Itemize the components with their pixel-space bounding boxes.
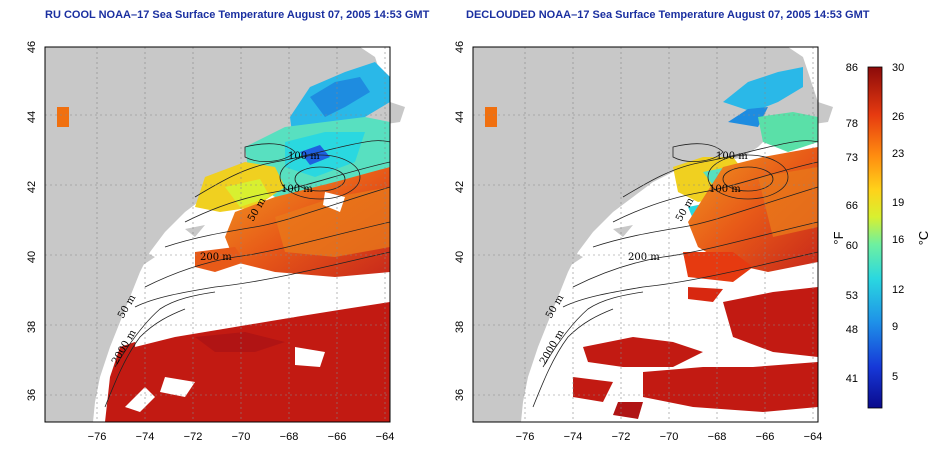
contour-label: 200 m (200, 252, 232, 263)
celsius-tick: 26 (892, 111, 904, 123)
left-sst-field (45, 47, 405, 422)
y-tick: 42 (26, 181, 38, 193)
x-tick: −76 (88, 431, 107, 443)
celsius-tick: 9 (892, 321, 898, 333)
celsius-tick: 5 (892, 371, 898, 383)
x-tick: −74 (564, 431, 583, 443)
y-tick: 44 (454, 111, 466, 123)
x-tick: −66 (756, 431, 775, 443)
x-tick: −70 (660, 431, 679, 443)
y-tick: 44 (26, 111, 38, 123)
panel-title-right: DECLOUDED NOAA–17 Sea Surface Temperatur… (466, 9, 870, 21)
colorbar: 86 78 73 66 60 53 48 41 30 26 23 19 16 1… (831, 62, 931, 409)
x-tick: −64 (376, 431, 395, 443)
contour-label: 200 m (628, 252, 660, 263)
contour-label: 100 m (288, 151, 320, 162)
x-tick: −70 (232, 431, 251, 443)
celsius-tick: 19 (892, 197, 904, 209)
y-tick: 42 (454, 181, 466, 193)
fahrenheit-tick: 73 (846, 152, 858, 164)
celsius-tick: 23 (892, 148, 904, 160)
celsius-tick: 16 (892, 234, 904, 246)
x-tick: −64 (804, 431, 823, 443)
x-tick: −68 (708, 431, 727, 443)
y-tick: 36 (454, 389, 466, 401)
fahrenheit-tick: 86 (846, 62, 858, 74)
y-tick: 46 (454, 41, 466, 53)
fahrenheit-tick: 53 (846, 290, 858, 302)
contour-label: 100 m (281, 184, 313, 195)
y-tick: 40 (454, 251, 466, 263)
fahrenheit-tick: 48 (846, 324, 858, 336)
y-tick: 38 (454, 321, 466, 333)
colorbar-gradient (867, 66, 883, 409)
fahrenheit-tick: 78 (846, 118, 858, 130)
fahrenheit-tick: 60 (846, 240, 858, 252)
contour-label: 100 m (716, 151, 748, 162)
panel-title-left: RU COOL NOAA–17 Sea Surface Temperature … (45, 9, 430, 21)
x-tick: −74 (136, 431, 155, 443)
celsius-label: °C (916, 231, 931, 246)
x-tick: −66 (328, 431, 347, 443)
fahrenheit-tick: 41 (846, 373, 858, 385)
y-tick: 36 (26, 389, 38, 401)
fahrenheit-label: °F (831, 231, 846, 244)
x-tick: −76 (516, 431, 535, 443)
x-tick: −72 (184, 431, 203, 443)
y-tick: 38 (26, 321, 38, 333)
contour-label: 100 m (709, 184, 741, 195)
y-tick: 46 (26, 41, 38, 53)
x-tick: −72 (612, 431, 631, 443)
fahrenheit-tick: 66 (846, 200, 858, 212)
right-sst-field (473, 47, 833, 422)
y-tick: 40 (26, 251, 38, 263)
celsius-tick: 12 (892, 284, 904, 296)
x-tick: −68 (280, 431, 299, 443)
celsius-tick: 30 (892, 62, 904, 74)
